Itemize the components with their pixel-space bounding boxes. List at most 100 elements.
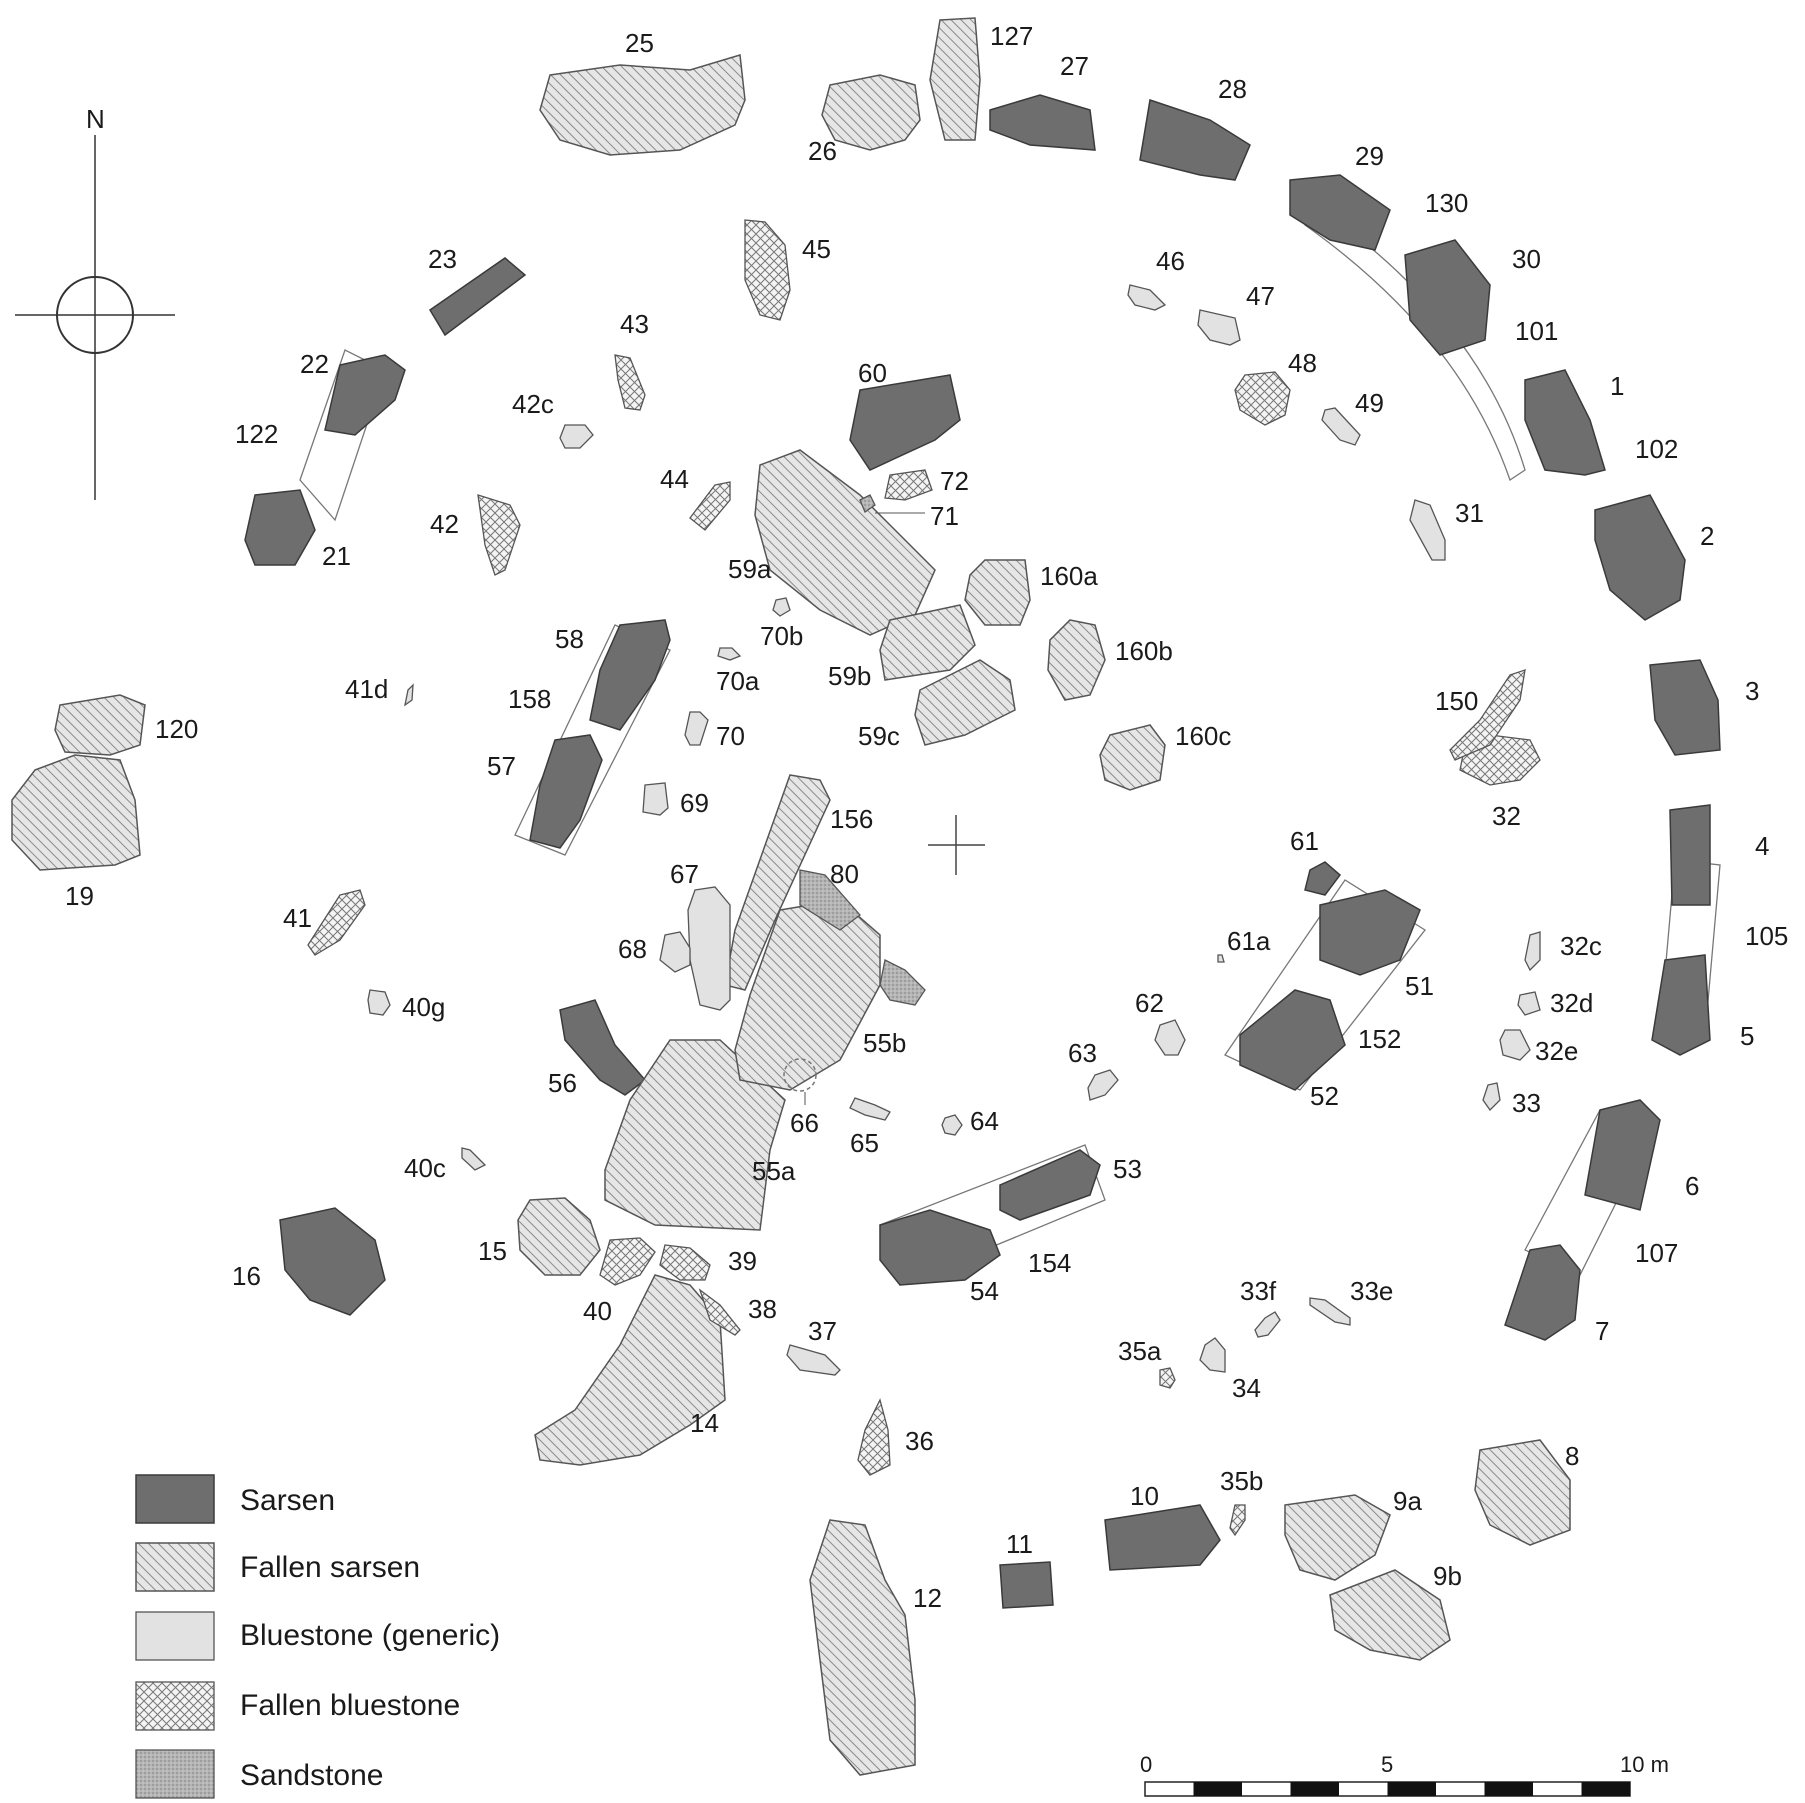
compass: N	[15, 104, 175, 500]
label-56: 56	[548, 1068, 577, 1098]
legend-label-fallen-sarsen: Fallen sarsen	[240, 1551, 420, 1584]
stone-2	[1594, 494, 1686, 621]
scale-bar: 0 5 10 m	[1140, 1752, 1669, 1797]
stone-70a	[717, 647, 742, 661]
stone-53	[999, 1149, 1101, 1221]
stone-5	[1651, 954, 1711, 1056]
label-30: 30	[1512, 244, 1541, 274]
label-3: 3	[1745, 676, 1759, 706]
stone-160a	[964, 559, 1031, 626]
label-55b: 55b	[863, 1028, 906, 1058]
label-68: 68	[618, 934, 647, 964]
label-21: 21	[322, 541, 351, 571]
stone-9a	[1284, 1494, 1391, 1581]
stone-labels: 1 2 3 4 5 6 7 8 9a 9b 10 11 12 14 15 16 …	[65, 21, 1788, 1613]
label-54: 54	[970, 1276, 999, 1306]
label-2: 2	[1700, 521, 1714, 551]
stone-58	[589, 619, 671, 731]
stone-44	[689, 481, 731, 531]
stone-48	[1234, 371, 1291, 426]
legend-label-bluestone: Bluestone (generic)	[240, 1619, 500, 1652]
label-120: 120	[155, 714, 198, 744]
label-23: 23	[428, 244, 457, 274]
stone-68	[659, 931, 691, 973]
label-38: 38	[748, 1294, 777, 1324]
label-69: 69	[680, 788, 709, 818]
label-47: 47	[1246, 281, 1275, 311]
label-150: 150	[1435, 686, 1478, 716]
stone-1	[1524, 369, 1606, 476]
label-32e: 32e	[1535, 1036, 1578, 1066]
label-7: 7	[1595, 1316, 1609, 1346]
stone-41d	[404, 683, 414, 707]
legend-swatch-sandstone	[135, 1749, 215, 1799]
legend-swatch-fallen-bluestone	[135, 1681, 215, 1731]
stone-31	[1409, 499, 1446, 561]
label-72: 72	[940, 466, 969, 496]
stone-16	[279, 1207, 386, 1316]
fallen-bluestone-stones	[307, 219, 1541, 1537]
label-40: 40	[583, 1296, 612, 1326]
label-48: 48	[1288, 348, 1317, 378]
label-107: 107	[1635, 1238, 1678, 1268]
label-127: 127	[990, 21, 1033, 51]
label-40c: 40c	[404, 1153, 446, 1183]
stone-42	[477, 494, 521, 576]
stone-43	[614, 354, 646, 411]
label-122: 122	[235, 419, 278, 449]
centre-marker	[928, 815, 985, 875]
stone-27	[989, 94, 1096, 151]
stone-30	[1404, 239, 1491, 356]
label-26: 26	[808, 136, 837, 166]
label-61a: 61a	[1227, 926, 1271, 956]
stone-37	[786, 1344, 841, 1376]
stone-3	[1649, 659, 1721, 756]
label-70: 70	[716, 721, 745, 751]
label-63: 63	[1068, 1038, 1097, 1068]
label-101: 101	[1515, 316, 1558, 346]
bluestone-stones	[367, 284, 1541, 1376]
label-16: 16	[232, 1261, 261, 1291]
label-102: 102	[1635, 434, 1678, 464]
label-59c: 59c	[858, 721, 900, 751]
stone-39	[659, 1244, 711, 1281]
label-160c: 160c	[1175, 721, 1231, 751]
label-32d: 32d	[1550, 988, 1593, 1018]
label-49: 49	[1355, 388, 1384, 418]
stone-25	[539, 54, 746, 156]
label-39: 39	[728, 1246, 757, 1276]
label-62: 62	[1135, 988, 1164, 1018]
label-156: 156	[830, 804, 873, 834]
sarsen-stones	[244, 94, 1721, 1609]
stone-120	[54, 694, 146, 756]
stone-61	[1304, 861, 1342, 896]
label-11: 11	[1006, 1529, 1033, 1559]
label-9a: 9a	[1393, 1486, 1422, 1516]
stone-9b	[1329, 1569, 1451, 1661]
label-29: 29	[1355, 141, 1384, 171]
stone-29	[1289, 174, 1391, 251]
stone-38	[698, 1288, 741, 1336]
label-22: 22	[300, 349, 329, 379]
stone-32e	[1499, 1029, 1531, 1061]
stone-150	[1449, 669, 1526, 761]
stone-61a	[1217, 954, 1225, 963]
label-33e: 33e	[1350, 1276, 1393, 1306]
label-19: 19	[65, 881, 94, 911]
stone-33	[1482, 1082, 1501, 1112]
stone-67	[687, 886, 731, 1011]
stone-33f	[1254, 1311, 1281, 1338]
label-42: 42	[430, 509, 459, 539]
stone-26	[821, 74, 921, 151]
stone-23	[428, 257, 527, 337]
label-42c: 42c	[512, 389, 554, 419]
stone-55b	[734, 899, 881, 1091]
stone-32d	[1517, 991, 1541, 1016]
stone-56	[559, 999, 647, 1096]
stone-32c	[1524, 931, 1541, 972]
stone-66-outline	[783, 1058, 817, 1092]
stone-8	[1474, 1439, 1571, 1546]
label-70b: 70b	[760, 621, 803, 651]
stone-36	[857, 1398, 891, 1476]
label-31: 31	[1455, 498, 1484, 528]
